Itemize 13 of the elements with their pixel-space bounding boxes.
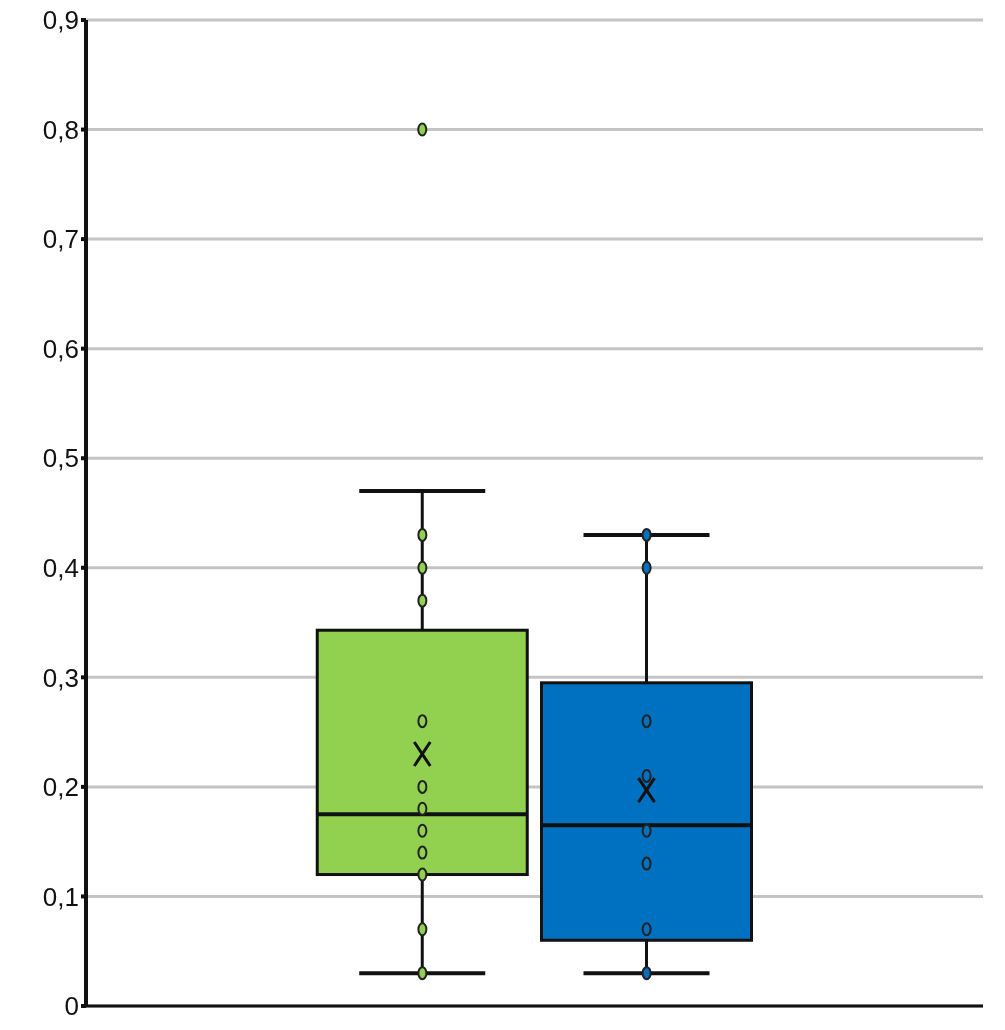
y-tick-label: 0,5 bbox=[42, 443, 79, 474]
y-tick-label: 0,1 bbox=[42, 881, 79, 912]
y-tick-label: 0,7 bbox=[42, 224, 79, 255]
y-tick-label: 0,2 bbox=[42, 772, 79, 803]
y-tick-label: 0,9 bbox=[42, 5, 79, 36]
point bbox=[417, 560, 428, 575]
y-tick-label: 0,6 bbox=[42, 333, 79, 364]
y-tick-label: 0 bbox=[64, 991, 79, 1022]
y-tick-label: 0,4 bbox=[42, 553, 79, 584]
y-tick-label: 0,3 bbox=[42, 662, 79, 693]
point bbox=[417, 593, 428, 608]
y-tick-label: 0,8 bbox=[42, 114, 79, 145]
point bbox=[417, 527, 428, 542]
